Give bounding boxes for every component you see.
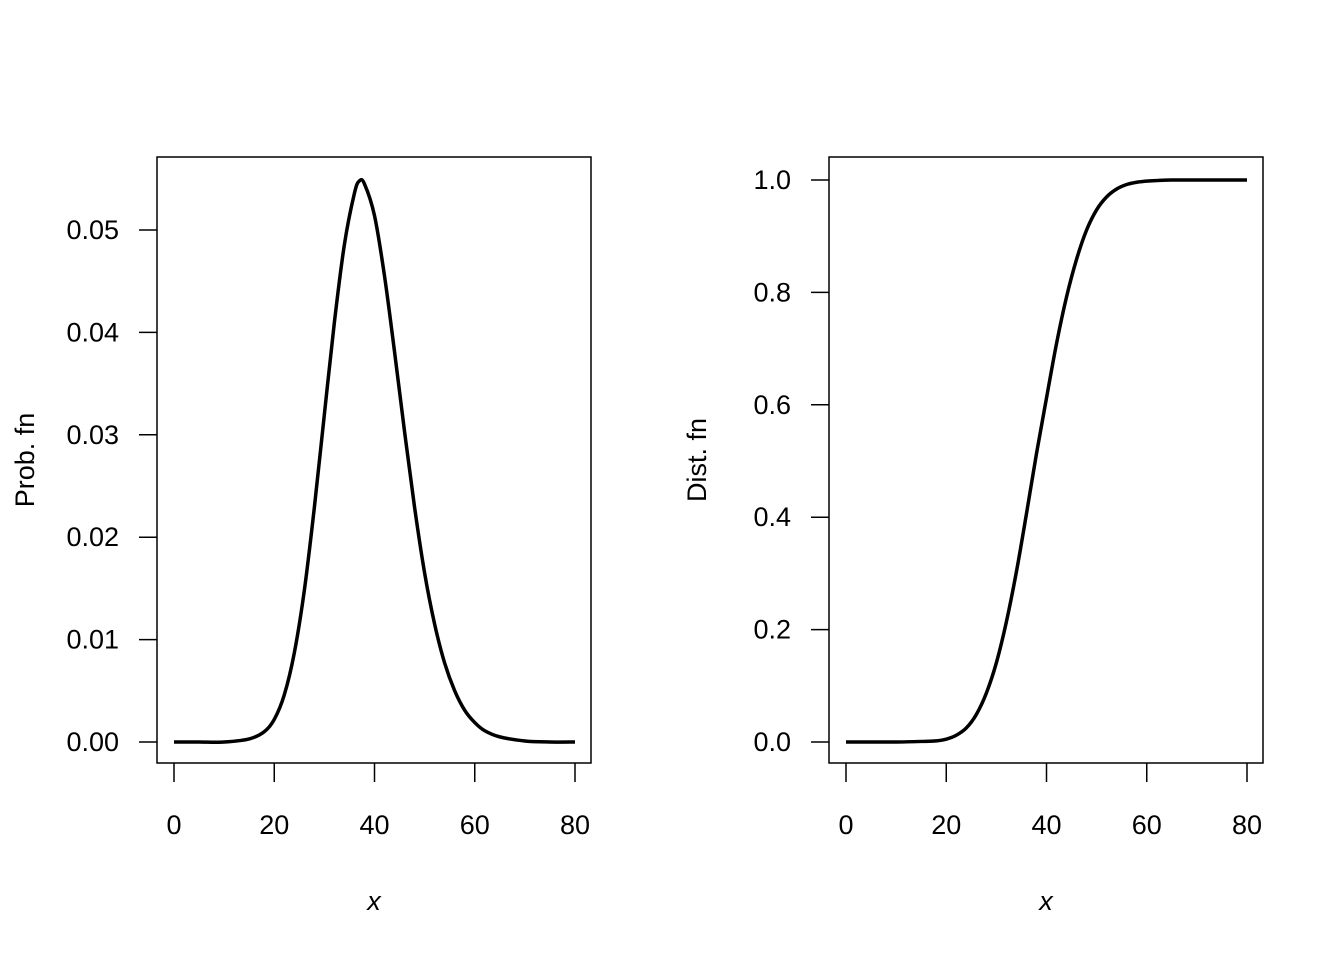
x-tick-label: 80 bbox=[560, 810, 590, 840]
x-tick-label: 40 bbox=[359, 810, 389, 840]
cdf-curve bbox=[845, 178, 1247, 744]
y-axis-label: Prob. fn bbox=[10, 413, 40, 508]
x-axis: 0 20 40 60 80 bbox=[166, 763, 590, 840]
y-axis: 0.00 0.01 0.02 0.03 0.04 0.05 bbox=[66, 215, 157, 757]
x-tick-label: 80 bbox=[1232, 810, 1262, 840]
x-tick-label: 20 bbox=[259, 810, 289, 840]
y-tick-label: 0.04 bbox=[66, 317, 119, 347]
y-axis-label: Dist. fn bbox=[682, 418, 712, 502]
y-tick-label: 0.00 bbox=[66, 727, 119, 757]
plot-frame bbox=[156, 156, 592, 764]
y-tick-label: 0.05 bbox=[66, 215, 119, 245]
x-axis-label: x bbox=[365, 886, 382, 916]
y-tick-label: 0.8 bbox=[753, 277, 791, 307]
x-tick-label: 40 bbox=[1031, 810, 1061, 840]
x-tick-label: 20 bbox=[931, 810, 961, 840]
right-panel-cdf: 0.0 0.2 0.4 0.6 0.8 1.0 0 20 40 60 80 x Dist. fn bbox=[682, 156, 1264, 916]
y-tick-label: 0.2 bbox=[753, 615, 791, 645]
left-panel-density: 0.00 0.01 0.02 0.03 0.04 0.05 0 20 40 60 80 x Pro… bbox=[10, 156, 592, 916]
density-curve bbox=[173, 177, 576, 744]
y-axis: 0.0 0.2 0.4 0.6 0.8 1.0 bbox=[753, 165, 829, 757]
x-tick-label: 0 bbox=[838, 810, 853, 840]
x-tick-label: 60 bbox=[460, 810, 490, 840]
x-tick-label: 0 bbox=[166, 810, 181, 840]
plot-frame bbox=[828, 156, 1264, 764]
y-tick-label: 0.03 bbox=[66, 420, 119, 450]
y-tick-label: 0.01 bbox=[66, 625, 119, 655]
y-tick-label: 0.0 bbox=[753, 727, 791, 757]
y-tick-label: 1.0 bbox=[753, 165, 791, 195]
x-axis: 0 20 40 60 80 bbox=[838, 763, 1262, 840]
x-tick-label: 60 bbox=[1132, 810, 1162, 840]
y-tick-label: 0.6 bbox=[753, 390, 791, 420]
x-axis-label: x bbox=[1037, 886, 1054, 916]
y-tick-label: 0.02 bbox=[66, 522, 119, 552]
y-tick-label: 0.4 bbox=[753, 502, 791, 532]
